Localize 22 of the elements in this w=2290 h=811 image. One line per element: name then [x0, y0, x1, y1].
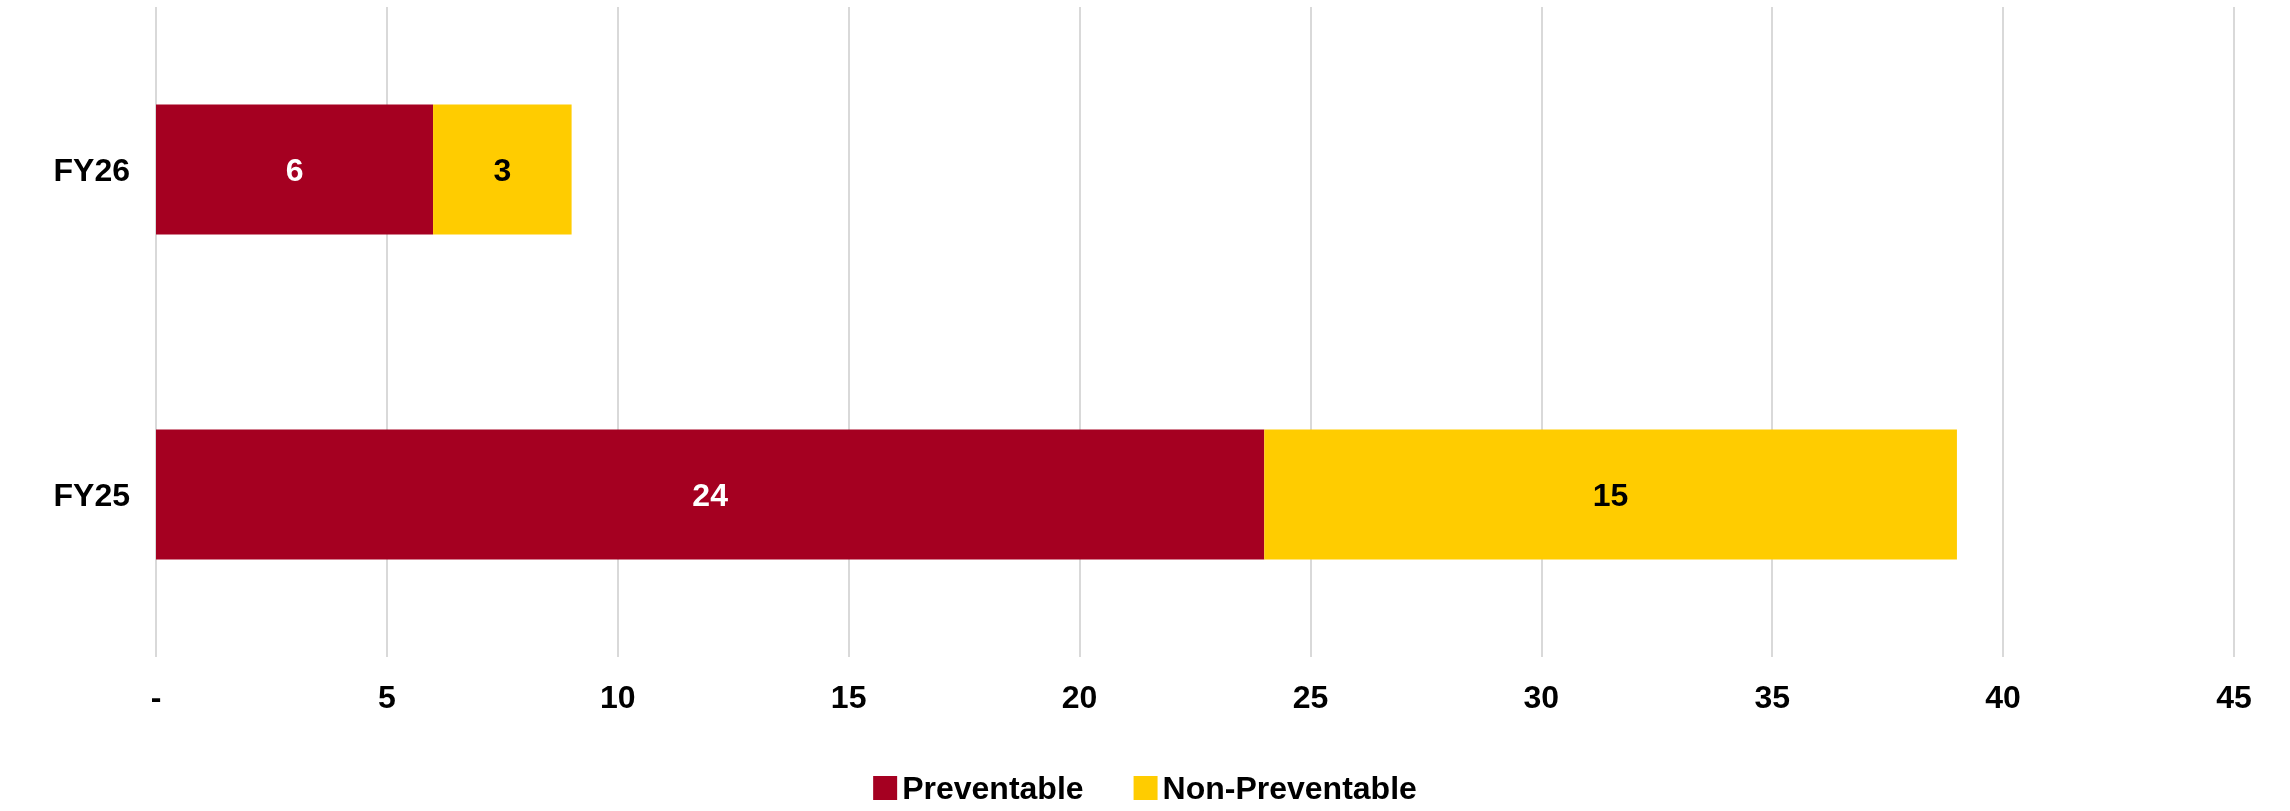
x-tick-label: 45 — [2216, 679, 2252, 715]
x-tick-label: 20 — [1061, 679, 1098, 715]
bar — [1264, 429, 1957, 560]
y-tick-label: FY25 — [53, 476, 130, 513]
bar — [156, 429, 1265, 560]
bar — [433, 104, 572, 235]
x-tick-label: - — [150, 679, 162, 715]
legend-label: Non-Preventable — [1162, 770, 1417, 806]
legend-label: Preventable — [902, 770, 1084, 806]
x-tick-label: 15 — [830, 679, 867, 715]
y-tick-label: FY26 — [53, 151, 130, 188]
bar — [156, 104, 434, 235]
x-tick-label: 5 — [377, 679, 396, 715]
data-label: 24 — [692, 476, 729, 513]
x-tick-label: 30 — [1523, 679, 1560, 715]
data-label: 15 — [1592, 476, 1629, 513]
x-tick-label: 10 — [599, 679, 636, 715]
data-label: 3 — [493, 151, 512, 188]
x-tick-label: 40 — [1985, 679, 2021, 715]
x-tick-label: 35 — [1754, 679, 1791, 715]
x-tick-label: 25 — [1292, 679, 1329, 715]
data-label: 6 — [285, 151, 304, 188]
